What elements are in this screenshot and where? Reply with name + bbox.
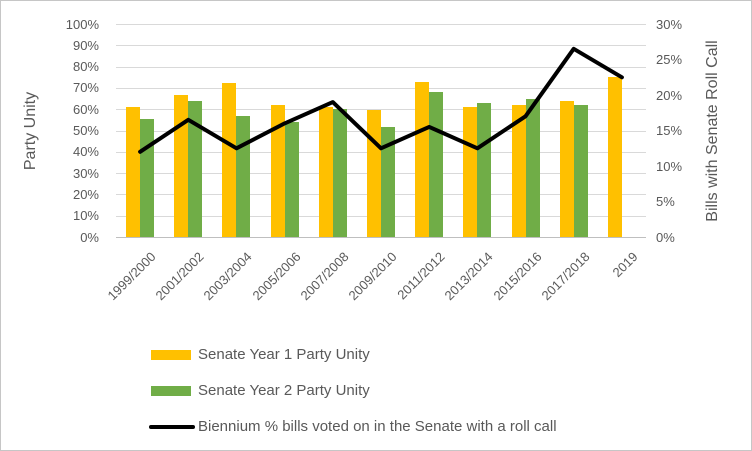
bar-year2-2011-2012 [429, 92, 444, 237]
bar-group-2007-2008 [309, 24, 357, 237]
legend-item-senate-year2: Senate Year 2 Party Unity [149, 382, 557, 399]
bar-group-2013-2014 [453, 24, 501, 237]
bar-year1-2001-2002 [174, 95, 189, 237]
bar-group-2019 [598, 24, 646, 237]
right-axis-title: Bills with Senate Roll Call [704, 40, 721, 222]
right-tick-label: 0% [656, 229, 675, 245]
bar-year1-2007-2008 [318, 107, 333, 237]
left-tick-label: 10% [72, 208, 99, 224]
gridline [116, 24, 646, 25]
bar-year1-2019 [607, 77, 622, 237]
legend-label-roll-call-line: Biennium % bills voted on in the Senate … [198, 418, 557, 435]
left-tick-label: 100% [65, 16, 99, 32]
year2-bar-swatch-icon [151, 385, 191, 396]
bar-group-2001-2002 [164, 24, 212, 237]
swatch-area [149, 349, 195, 360]
bar-group-2009-2010 [357, 24, 405, 237]
legend-item-senate-year1: Senate Year 1 Party Unity [149, 346, 557, 363]
bar-year2-1999-2000 [140, 118, 155, 237]
bar-group-2015-2016 [502, 24, 550, 237]
bar-year2-2007-2008 [332, 109, 347, 237]
bar-year1-2017-2018 [559, 100, 574, 237]
bar-groups [116, 24, 646, 237]
bar-year1-2011-2012 [415, 81, 430, 237]
bar-group-2005-2006 [261, 24, 309, 237]
gridline [116, 237, 646, 238]
left-tick-label: 20% [72, 186, 99, 202]
right-tick-label: 25% [656, 52, 683, 67]
left-tick-label: 80% [72, 59, 99, 75]
legend: Senate Year 1 Party Unity Senate Year 2 … [149, 346, 557, 435]
bar-year1-2009-2010 [367, 110, 382, 237]
right-tick-label: 20% [656, 87, 683, 103]
left-tick-label: 90% [72, 37, 99, 53]
left-tick-label: 50% [72, 123, 99, 138]
right-tick-label: 30% [656, 16, 683, 32]
legend-label-senate-year2: Senate Year 2 Party Unity [198, 382, 370, 399]
bar-year1-2005-2006 [270, 104, 285, 237]
bar-year1-2003-2004 [222, 82, 237, 237]
bar-year2-2005-2006 [284, 121, 299, 237]
right-tick-label: 5% [656, 194, 675, 209]
left-tick-label: 40% [72, 144, 99, 160]
right-tick-label: 15% [656, 123, 683, 138]
bar-year2-2009-2010 [381, 127, 396, 237]
plot-area [116, 24, 646, 238]
right-tick-label: 10% [656, 158, 683, 174]
left-tick-label: 30% [72, 165, 99, 181]
bar-group-2017-2018 [550, 24, 598, 237]
bar-year1-2013-2014 [463, 107, 478, 237]
bar-group-1999-2000 [116, 24, 164, 237]
bar-year2-2001-2002 [188, 100, 203, 237]
bar-year1-2015-2016 [511, 104, 526, 237]
legend-label-senate-year1: Senate Year 1 Party Unity [198, 346, 370, 363]
gridline [116, 45, 646, 47]
left-tick-label: 0% [80, 229, 99, 245]
swatch-area [149, 385, 195, 396]
bar-year2-2003-2004 [236, 115, 251, 237]
bar-group-2003-2004 [212, 24, 260, 237]
bar-year2-2013-2014 [477, 102, 492, 237]
left-tick-label: 70% [72, 80, 99, 96]
bar-group-2011-2012 [405, 24, 453, 237]
legend-item-roll-call-line: Biennium % bills voted on in the Senate … [149, 418, 557, 435]
year1-bar-swatch-icon [151, 349, 191, 360]
line-swatch-icon [149, 424, 195, 429]
bar-year2-2017-2018 [573, 104, 588, 237]
bar-year2-2015-2016 [525, 98, 540, 237]
swatch-area [149, 424, 195, 429]
bar-year1-1999-2000 [126, 107, 141, 237]
left-tick-label: 60% [72, 101, 99, 117]
